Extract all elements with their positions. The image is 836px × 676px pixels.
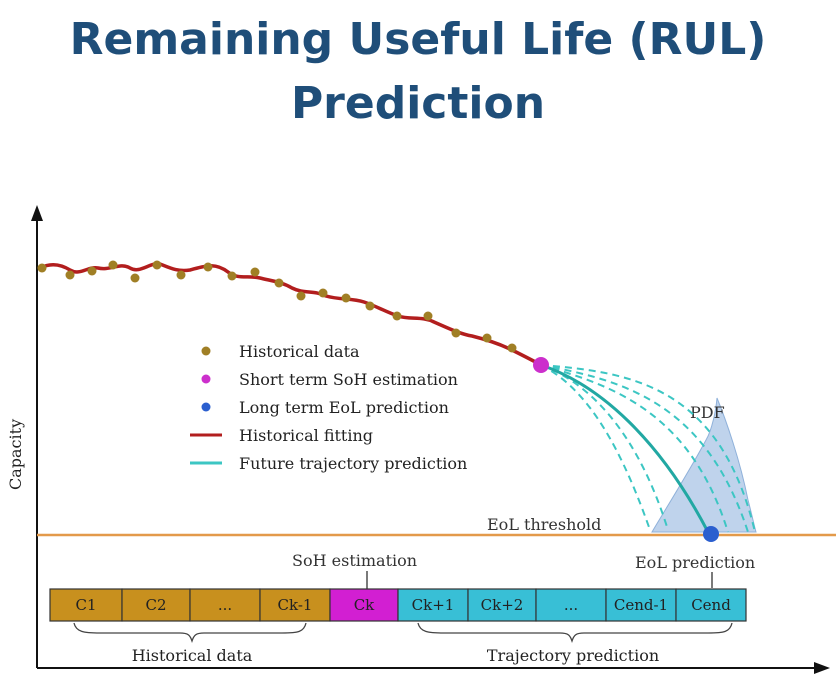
soh-estimation-point	[533, 357, 549, 373]
soh-estimation-label: SoH estimation	[292, 551, 417, 570]
box-hist-ellipsis	[189, 588, 261, 622]
legend-label-fitting: Historical fitting	[239, 426, 373, 445]
legend-label-historical-data: Historical data	[239, 342, 360, 361]
legend-label-eol: Long term EoL prediction	[239, 398, 449, 417]
x-axis-arrow-icon	[814, 662, 830, 674]
legend-marker-eol	[201, 402, 211, 412]
seq-label-ck-1: Ck-1	[278, 596, 313, 614]
title-line-2: Prediction	[290, 78, 546, 129]
eol-threshold-label: EoL threshold	[487, 515, 601, 534]
seq-label-cend: Cend	[691, 596, 731, 614]
pdf-label: PDF	[690, 403, 725, 422]
historical-data-points	[37, 260, 517, 353]
box-c1	[49, 588, 123, 622]
sequence-bar	[49, 588, 747, 622]
box-future-ellipsis	[535, 588, 607, 622]
historical-brace	[73, 622, 307, 644]
eol-prediction-label: EoL prediction	[635, 553, 755, 572]
future-trajectories	[540, 364, 756, 533]
seq-label-c1: C1	[75, 596, 96, 614]
historical-data-label: Historical data	[132, 646, 253, 665]
eol-prediction-point	[703, 526, 719, 542]
seq-label-hist-ellipsis: ...	[218, 596, 232, 614]
legend-label-soh: Short term SoH estimation	[239, 370, 458, 389]
box-c2	[121, 588, 191, 622]
seq-label-cend-1: Cend-1	[614, 596, 668, 614]
seq-label-future-ellipsis: ...	[564, 596, 578, 614]
seq-label-ck+1: Ck+1	[412, 596, 455, 614]
box-ck+1	[397, 588, 469, 622]
y-axis-arrow-icon	[31, 205, 43, 221]
trajectory-prediction-label: Trajectory prediction	[487, 646, 659, 665]
legend-marker-historical-data	[201, 346, 211, 356]
trajectory-brace	[417, 622, 733, 644]
seq-label-ck+2: Ck+2	[481, 596, 524, 614]
legend-marker-soh	[201, 374, 211, 384]
page-title: Remaining Useful Life (RUL) Prediction	[0, 8, 836, 136]
seq-label-c2: C2	[145, 596, 166, 614]
legend-label-trajectory: Future trajectory prediction	[239, 454, 467, 473]
y-axis-label: Capacity	[6, 419, 25, 490]
legend: Historical data Short term SoH estimatio…	[190, 342, 467, 473]
sequence-labels: C1 C2 ... Ck-1 Ck Ck+1 Ck+2 ... Cend-1 C…	[75, 596, 731, 614]
title-line-1: Remaining Useful Life (RUL)	[69, 14, 767, 65]
future-trajectory-main	[540, 363, 710, 533]
pdf-distribution	[651, 397, 757, 533]
box-cend	[675, 588, 747, 622]
seq-label-ck: Ck	[354, 596, 375, 614]
